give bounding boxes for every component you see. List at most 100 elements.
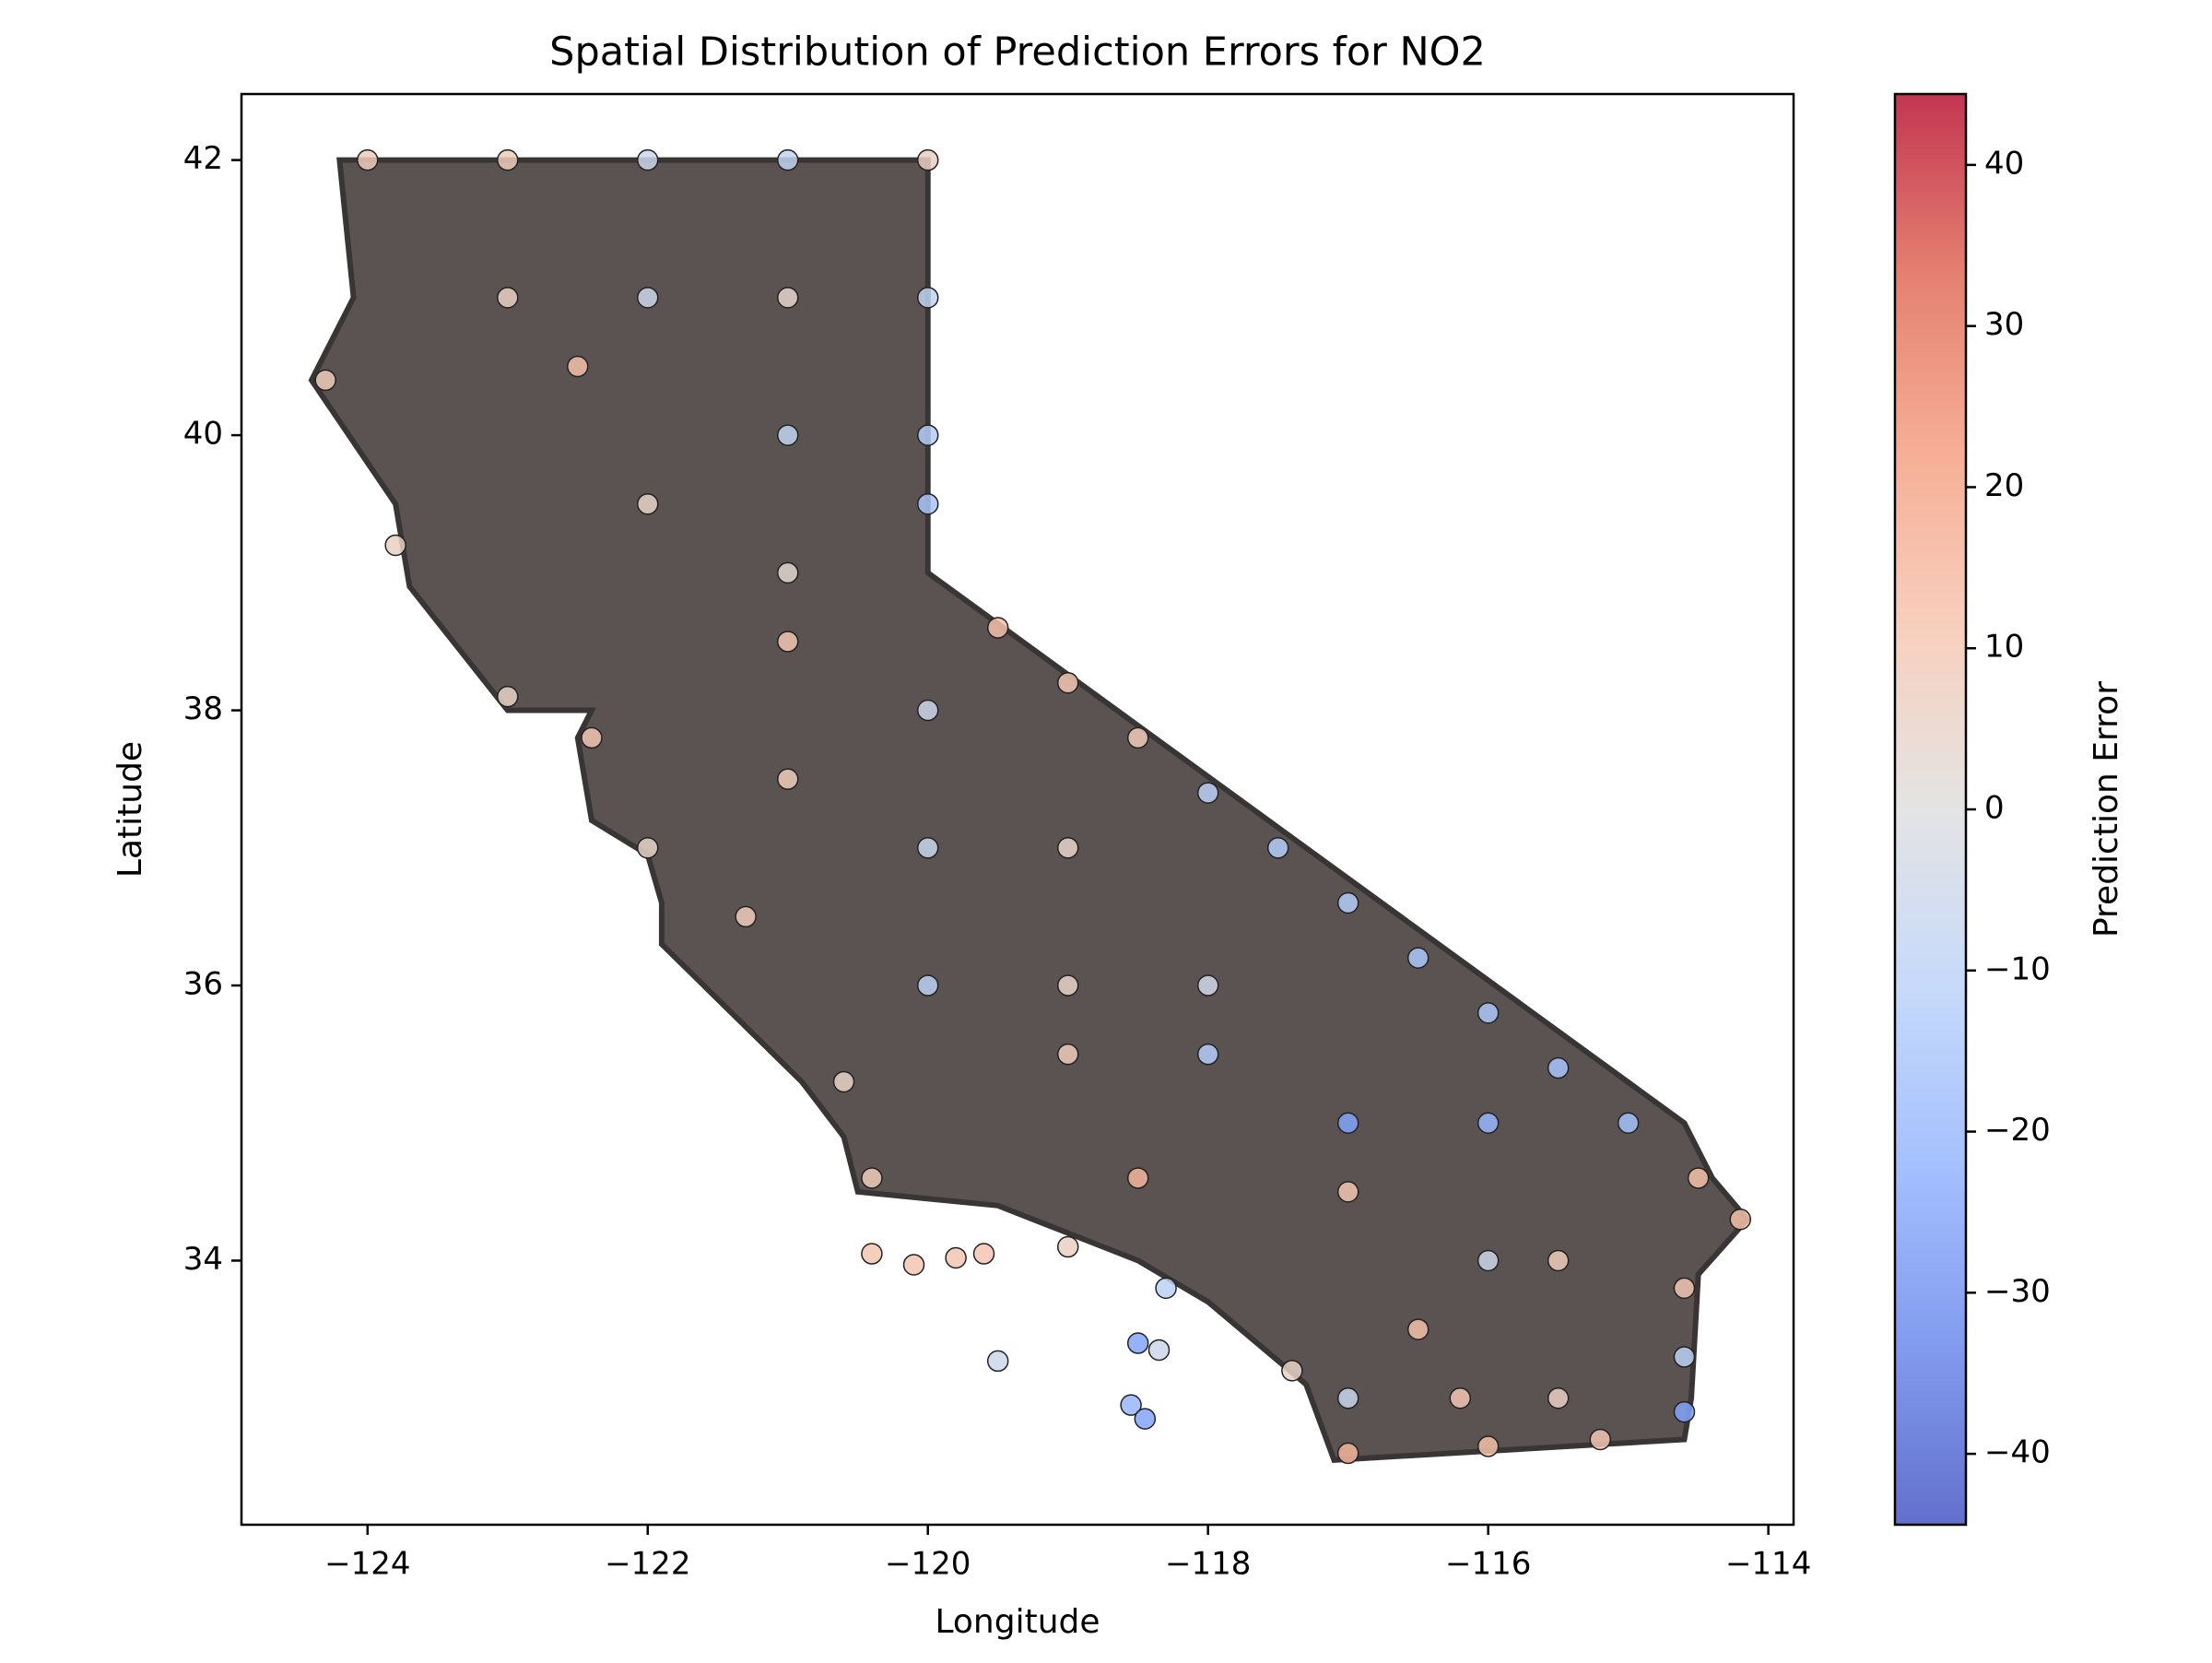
- data-point: [986, 617, 1009, 639]
- data-point: [497, 148, 519, 171]
- data-point: [384, 534, 406, 557]
- data-point: [1056, 974, 1079, 997]
- data-point: [1547, 1386, 1570, 1409]
- data-point: [986, 1350, 1009, 1373]
- data-point: [637, 492, 659, 515]
- data-point: [1336, 1442, 1359, 1465]
- x-tick-label: −116: [1445, 1546, 1531, 1583]
- data-point: [972, 1243, 995, 1265]
- colorbar-tick-label: −20: [1984, 1112, 2051, 1149]
- data-point: [1477, 1002, 1500, 1024]
- y-tick-label: 38: [183, 690, 223, 727]
- data-point: [357, 148, 379, 171]
- data-point: [1120, 1394, 1142, 1416]
- data-point: [637, 287, 659, 309]
- data-point: [832, 1070, 855, 1093]
- colorbar-tick-label: −40: [1984, 1434, 2051, 1471]
- x-tick-label: −114: [1725, 1546, 1811, 1583]
- data-point: [1336, 1112, 1359, 1134]
- data-point: [776, 561, 799, 584]
- data-point: [916, 974, 939, 997]
- data-point: [1056, 837, 1079, 859]
- colorbar-tick-label: −10: [1984, 950, 2051, 987]
- data-point: [916, 287, 939, 309]
- data-point: [1056, 1235, 1079, 1258]
- colorbar-label: Prediction Error: [2088, 681, 2125, 938]
- data-point: [1134, 1408, 1157, 1430]
- data-point: [567, 355, 589, 378]
- data-point: [1147, 1339, 1171, 1362]
- data-point: [1336, 1181, 1359, 1203]
- data-point: [1281, 1360, 1303, 1382]
- data-point: [861, 1167, 883, 1189]
- data-point: [497, 685, 519, 708]
- data-point: [861, 1243, 883, 1265]
- data-point: [916, 837, 939, 859]
- x-axis-label: Longitude: [935, 1603, 1100, 1641]
- x-tick-label: −120: [885, 1546, 971, 1583]
- data-point: [1673, 1400, 1696, 1423]
- data-point: [1126, 1167, 1149, 1189]
- x-tick-label: −122: [605, 1546, 690, 1583]
- data-point: [1729, 1208, 1751, 1231]
- colorbar-tick-label: −30: [1984, 1273, 2051, 1310]
- data-point: [1155, 1277, 1177, 1300]
- data-point: [916, 424, 939, 446]
- chart-title: Spatial Distribution of Prediction Error…: [549, 29, 1486, 76]
- data-point: [1617, 1112, 1640, 1134]
- data-point: [314, 369, 336, 392]
- colorbar-tick-label: 0: [1984, 790, 2005, 827]
- data-point: [916, 699, 939, 722]
- data-point: [916, 148, 939, 171]
- data-point: [581, 726, 603, 749]
- data-point: [1196, 782, 1219, 804]
- data-point: [637, 837, 659, 859]
- y-tick-label: 40: [183, 416, 223, 453]
- colorbar: [1893, 92, 1968, 1527]
- data-point: [902, 1254, 925, 1276]
- data-point: [1673, 1346, 1696, 1368]
- colorbar-tick-label: 40: [1984, 145, 2024, 182]
- data-point: [776, 768, 799, 790]
- data-point: [1196, 974, 1219, 997]
- data-point: [1336, 1386, 1359, 1409]
- data-point: [1406, 947, 1430, 969]
- data-point: [1266, 837, 1289, 859]
- data-point: [1547, 1056, 1570, 1079]
- data-point: [776, 424, 799, 446]
- data-point: [1477, 1435, 1500, 1457]
- y-tick-label: 42: [183, 140, 223, 177]
- data-point: [776, 287, 799, 309]
- data-point: [916, 492, 939, 515]
- data-point: [1477, 1249, 1500, 1272]
- data-point: [776, 631, 799, 653]
- data-point: [1449, 1386, 1472, 1409]
- data-point: [1687, 1167, 1710, 1189]
- colorbar-tick-label: 10: [1984, 629, 2024, 666]
- data-point: [1056, 1043, 1079, 1066]
- data-point: [776, 148, 799, 171]
- colorbar-tick-label: 30: [1984, 306, 2024, 343]
- y-tick-label: 34: [183, 1241, 223, 1278]
- data-point: [1589, 1428, 1612, 1451]
- data-point: [1406, 1318, 1430, 1340]
- x-tick-label: −124: [324, 1546, 410, 1583]
- data-point: [735, 905, 757, 928]
- colorbar-tick-label: 20: [1984, 467, 2024, 504]
- data-point: [1477, 1112, 1500, 1134]
- y-axis-label: Latitude: [112, 741, 149, 878]
- data-point: [1336, 891, 1359, 914]
- data-point: [497, 287, 519, 309]
- data-point: [1673, 1277, 1696, 1300]
- y-tick-label: 36: [183, 966, 223, 1003]
- data-point: [1196, 1043, 1219, 1066]
- data-point: [1547, 1249, 1570, 1272]
- data-point: [945, 1246, 967, 1269]
- plot-frame: [240, 92, 1795, 1527]
- data-point: [1126, 1332, 1149, 1354]
- data-point: [1126, 726, 1149, 749]
- state-shape: [308, 157, 1751, 1463]
- data-point: [637, 148, 659, 171]
